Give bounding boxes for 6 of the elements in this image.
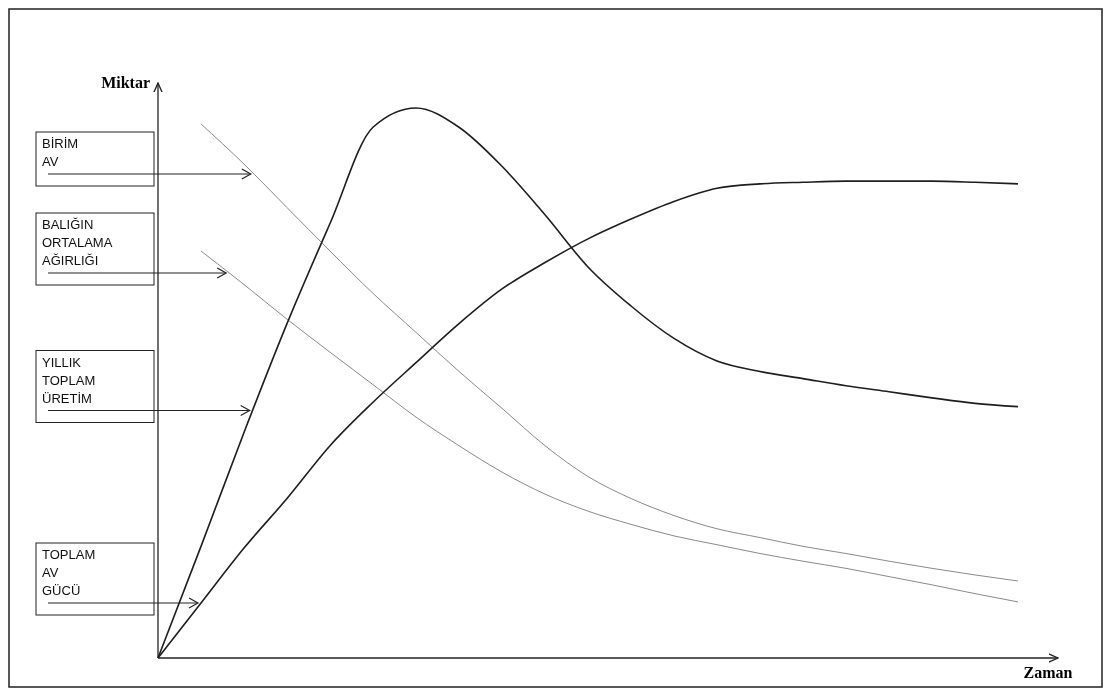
y-axis-title: Miktar <box>101 74 150 91</box>
text: BİRİM AV <box>42 136 79 169</box>
x-axis-title: Zaman <box>1023 664 1073 681</box>
text: BALIĞIN ORTALAMA AĞIRLIĞI <box>42 217 113 268</box>
text: TOPLAM AV GÜCÜ <box>42 547 96 598</box>
text: YILLIK TOPLAM ÜRETİM <box>42 354 96 406</box>
